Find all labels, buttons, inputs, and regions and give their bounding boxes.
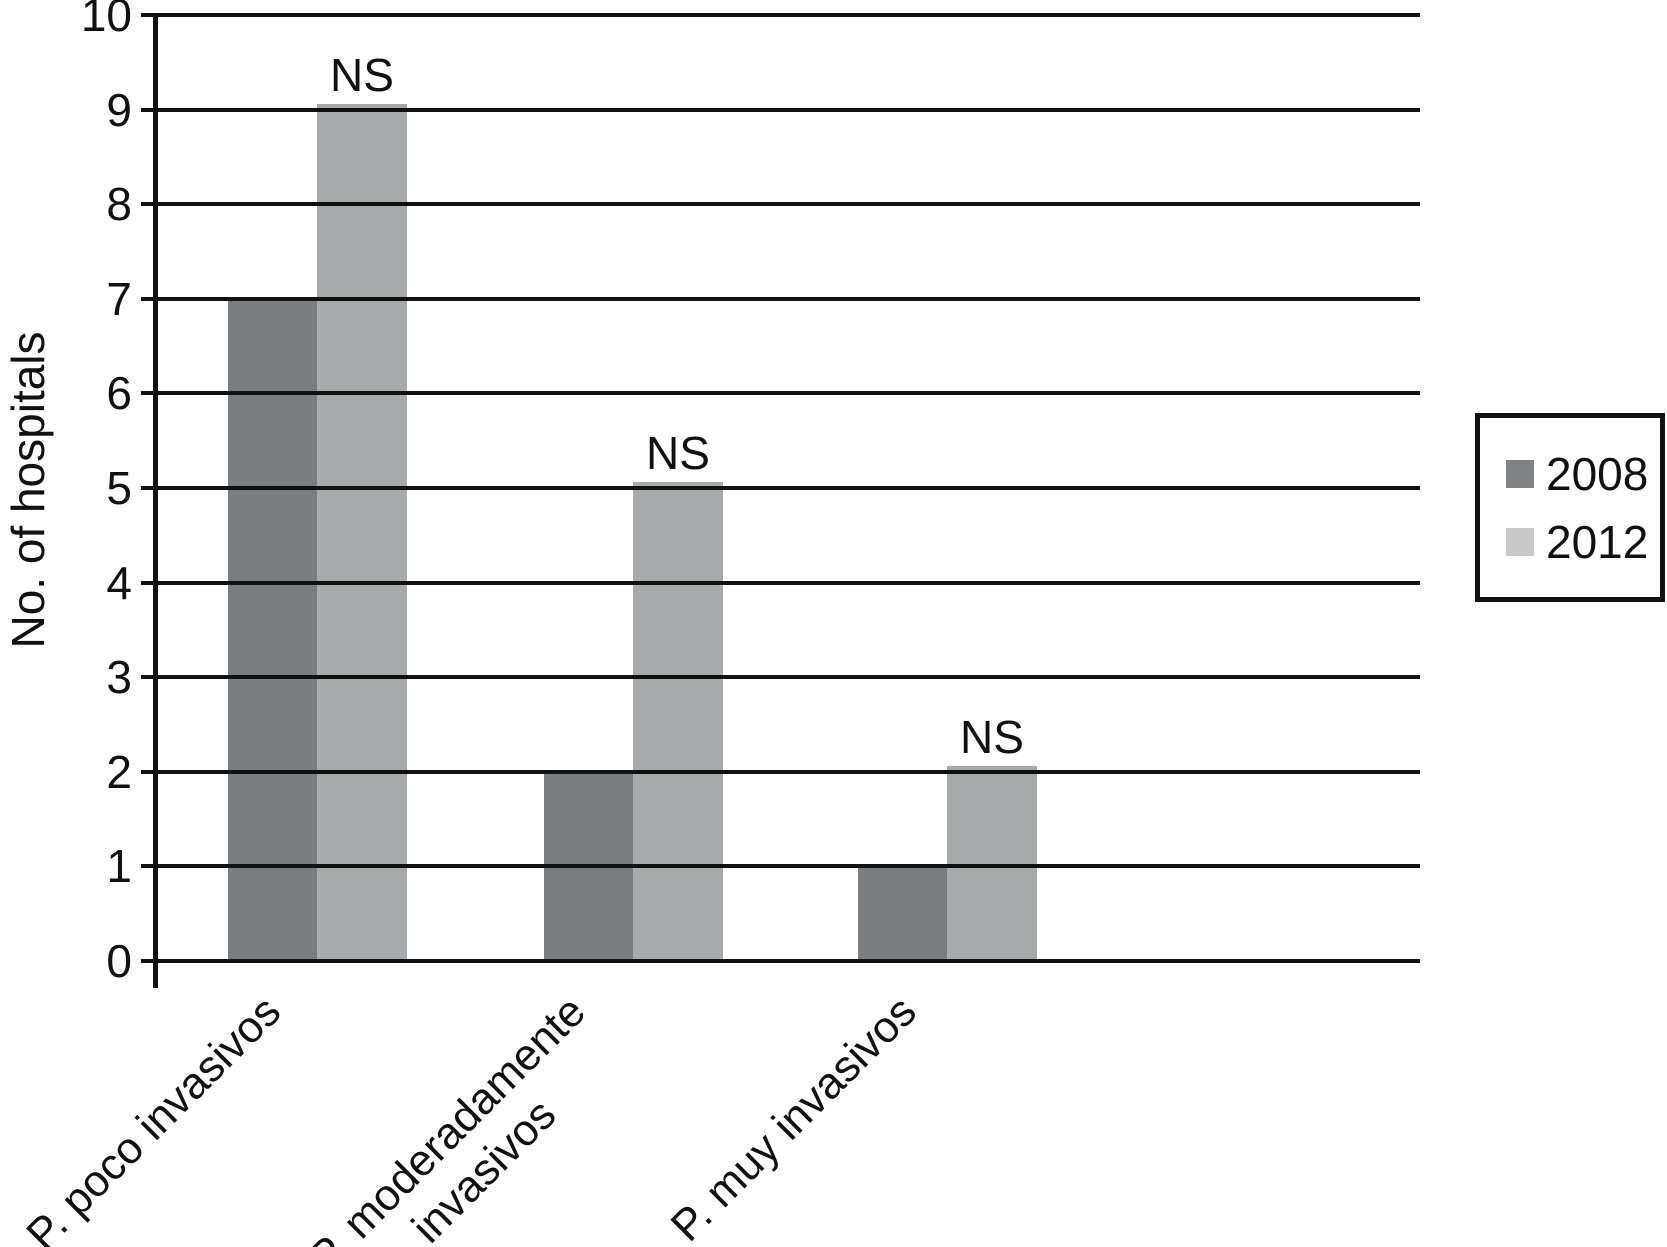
y-tick-label-8: 8	[106, 178, 132, 231]
x-category-label-3: P. muy invasivos	[661, 986, 926, 1247]
bar-2008-1	[228, 298, 317, 961]
y-tick-label-9: 9	[106, 83, 132, 136]
legend-item-2012: 2012	[1506, 518, 1648, 566]
x-category-label-2: P. moderadamente invasivos	[300, 986, 596, 1247]
legend: 2008 2012	[1475, 413, 1665, 602]
gridline-0	[155, 959, 1420, 963]
gridline-1	[155, 864, 1420, 869]
y-tick-9	[141, 107, 155, 112]
gridline-5	[155, 486, 1420, 490]
y-tick-label-10: 10	[80, 0, 132, 41]
annotation-ns-3: NS	[960, 710, 1024, 763]
y-tick-8	[141, 202, 155, 207]
y-axis-line	[153, 13, 158, 988]
y-tick-label-7: 7	[106, 272, 132, 325]
x-category-label-1: P. poco invasivos	[17, 986, 291, 1247]
y-tick-6	[141, 391, 155, 396]
legend-label-2012: 2012	[1546, 516, 1649, 568]
annotation-ns-1: NS	[330, 48, 394, 101]
y-tick-2	[141, 769, 155, 774]
y-tick-10	[141, 13, 155, 17]
gridline-9	[155, 107, 1420, 112]
gridline-10	[155, 13, 1420, 17]
y-tick-label-4: 4	[106, 556, 132, 609]
y-tick-label-6: 6	[106, 367, 132, 420]
gridline-6	[155, 391, 1420, 396]
y-tick-1	[141, 864, 155, 869]
y-tick-label-0: 0	[106, 935, 132, 987]
gridline-3	[155, 675, 1420, 680]
y-tick-4	[141, 580, 155, 585]
bar-2012-3	[947, 765, 1037, 961]
y-tick-7	[141, 296, 155, 301]
y-tick-label-5: 5	[106, 462, 132, 514]
gridline-8	[155, 202, 1420, 207]
legend-label-2008: 2008	[1546, 448, 1649, 500]
y-tick-label-3: 3	[106, 651, 132, 704]
legend-swatch-2012	[1506, 528, 1534, 556]
y-tick-0	[141, 959, 155, 963]
gridline-2	[155, 769, 1420, 774]
y-tick-3	[141, 675, 155, 680]
y-tick-5	[141, 486, 155, 490]
bar-2012-1	[317, 103, 407, 961]
y-tick-label-2: 2	[106, 745, 132, 798]
annotation-ns-2: NS	[646, 427, 710, 479]
legend-item-2008: 2008	[1506, 450, 1648, 498]
gridline-4	[155, 580, 1420, 585]
y-tick-label-1: 1	[106, 840, 132, 893]
bar-2012-2	[633, 482, 723, 961]
bar-2008-3	[858, 866, 947, 961]
legend-swatch-2008	[1506, 460, 1534, 488]
gridline-7	[155, 296, 1420, 301]
